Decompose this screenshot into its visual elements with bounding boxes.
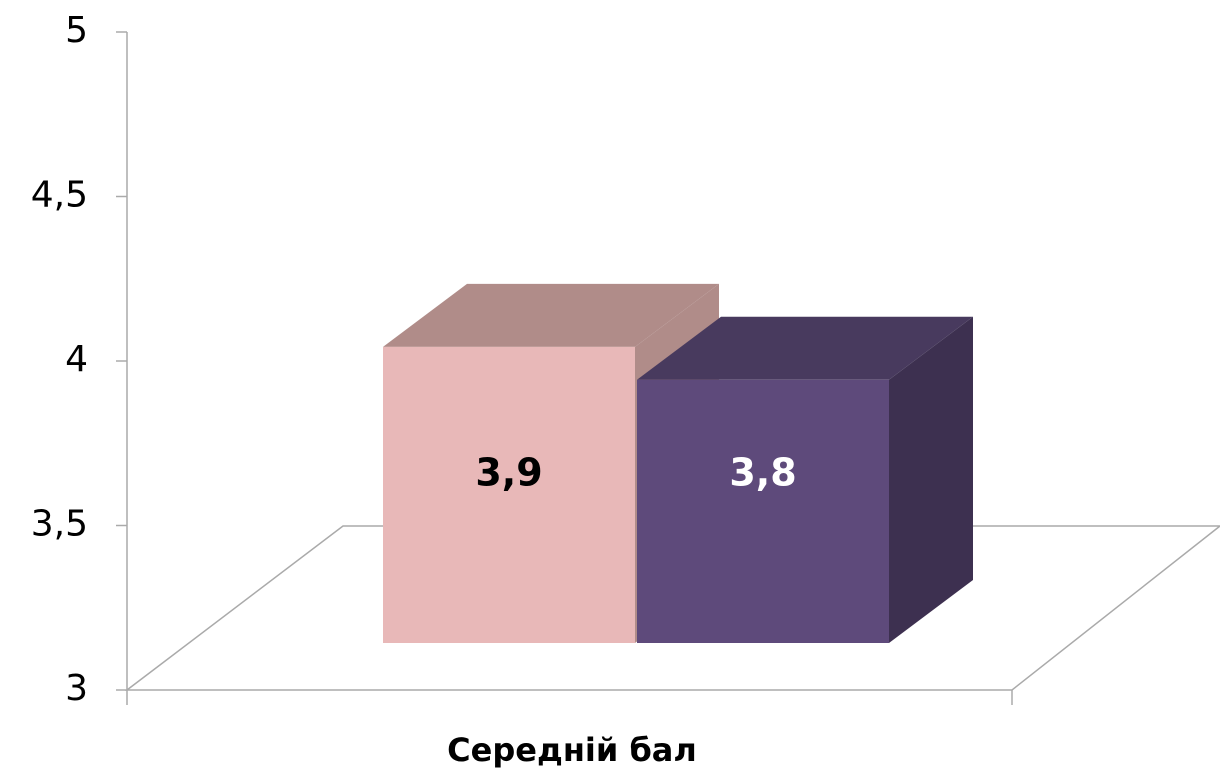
x-tick-label: Середній бал <box>447 731 697 769</box>
floor <box>124 525 1220 691</box>
data-label: 3,9 <box>475 451 542 495</box>
bar-side <box>889 316 973 643</box>
y-tick-label: 5 <box>65 10 88 51</box>
bar-top <box>637 316 973 380</box>
y-tick-label: 3,5 <box>31 504 88 545</box>
data-label: 3,8 <box>729 451 796 495</box>
bar <box>637 379 889 643</box>
bar <box>383 346 635 643</box>
y-tick-label: 4,5 <box>31 175 88 216</box>
y-tick-label: 4 <box>65 339 88 380</box>
bar-top <box>383 283 719 347</box>
y-tick-label: 3 <box>65 668 88 709</box>
